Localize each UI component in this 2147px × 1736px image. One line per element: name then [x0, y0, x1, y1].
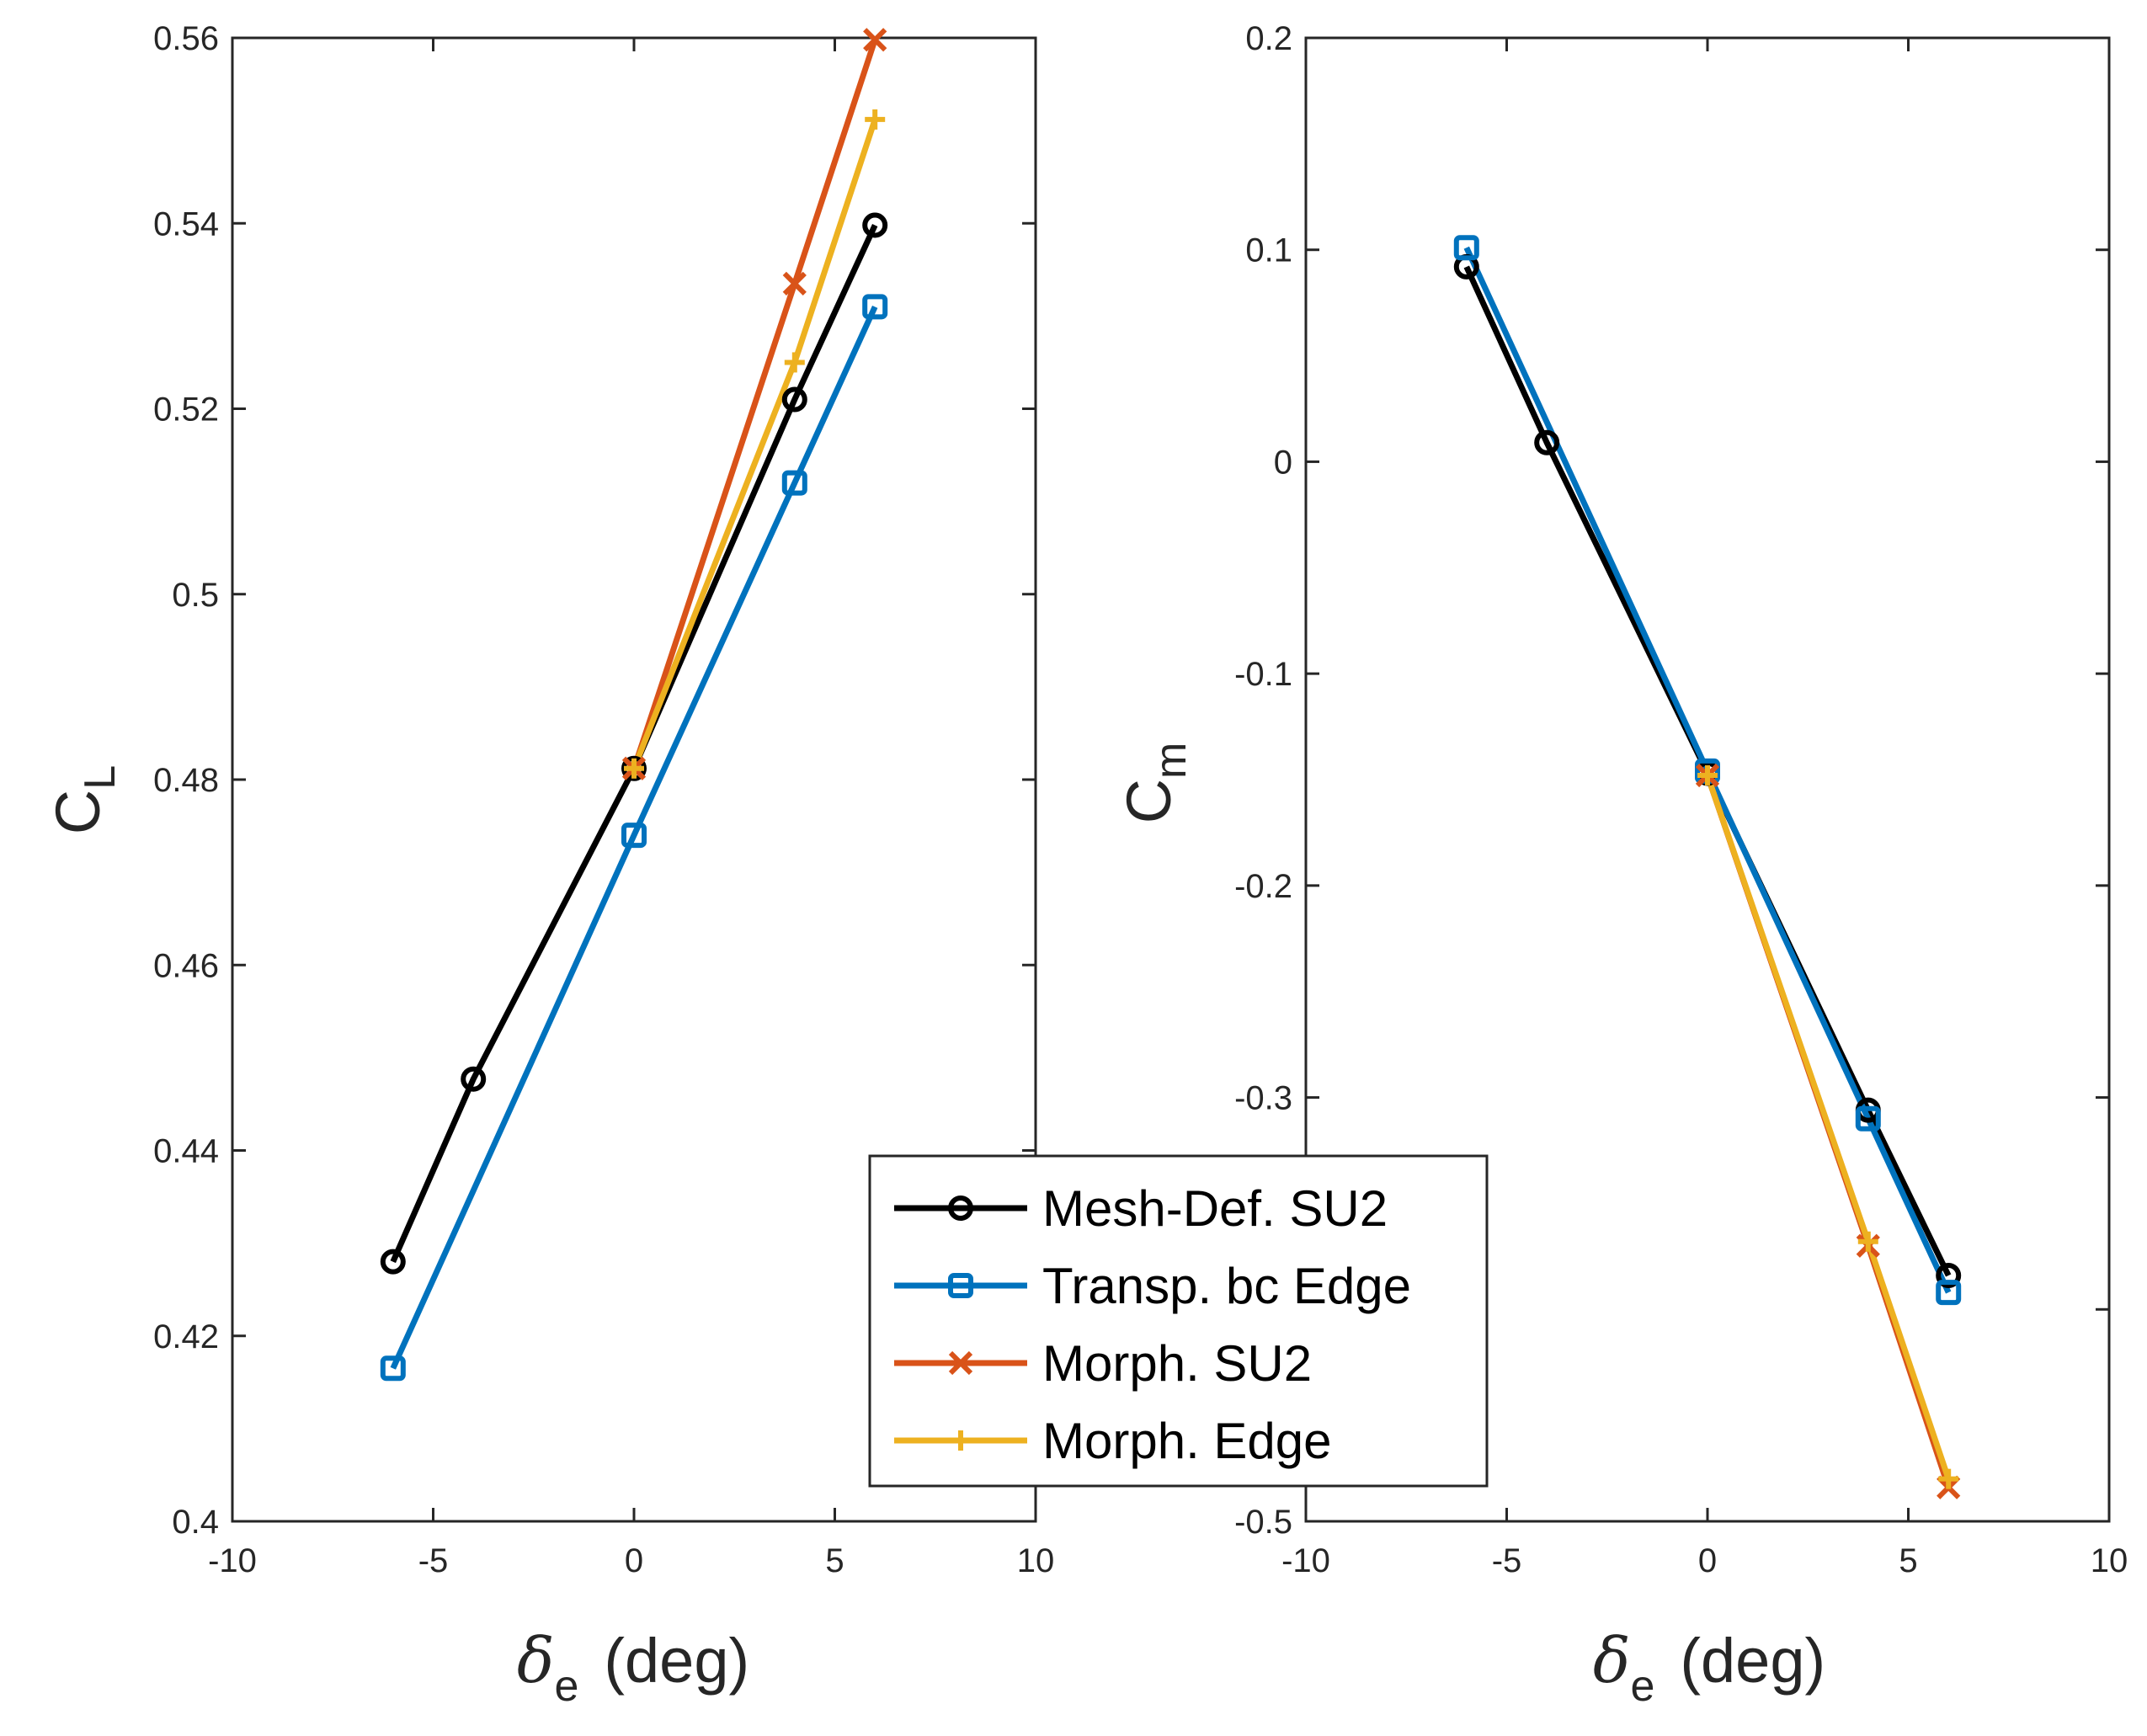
svg-text:δe(deg): δe (deg) — [517, 1625, 749, 1711]
right-x-axis-label: δe (deg) — [1593, 1625, 1825, 1711]
right-data-point-plus — [1857, 1231, 1878, 1252]
left-panel-cl-chart: -10 -5 0 5 10 0.4 0.42 0.44 0.46 0.48 0.5 0.52 0.54 0… — [43, 20, 1054, 1711]
right-xlabel-sub: e — [1630, 1662, 1654, 1711]
right-ytick-label: -0.3 — [1234, 1080, 1292, 1117]
legend-entry: Mesh-Def. SU2 — [894, 1180, 1388, 1237]
right-series-line-transp-bc-edge — [1463, 246, 1952, 1294]
legend-label: Mesh-Def. SU2 — [1042, 1180, 1388, 1237]
left-xtick-label: -5 — [418, 1542, 449, 1579]
right-ytick-label: -0.2 — [1234, 868, 1292, 905]
left-data-point-square — [781, 470, 807, 496]
left-xtick-label: 5 — [825, 1542, 844, 1579]
right-axis-ticks: -10 -5 0 5 10 -0.5 -0.3 -0.2 -0.1 0 0.1 0.2 — [1234, 20, 2128, 1579]
legend-items: Mesh-Def. SU2 Transp. bc Edge Morph. SU2 Mo… — [894, 1180, 1411, 1469]
left-ytick-label: 0.54 — [153, 205, 219, 242]
legend-swatch-marker — [948, 1350, 973, 1376]
right-data-point-square — [1453, 235, 1479, 261]
left-data-point-circle — [380, 1249, 406, 1275]
left-xlabel-symbol: δ — [517, 1625, 555, 1697]
right-data-point-square — [1936, 1280, 1962, 1306]
right-xtick-label: -5 — [1492, 1542, 1522, 1579]
right-ytick-label: -0.5 — [1234, 1504, 1292, 1541]
left-data-point-square — [621, 823, 647, 849]
right-data-point-plus — [1938, 1468, 1959, 1489]
right-xlabel-unit: (deg) — [1680, 1626, 1825, 1696]
right-xtick-label: 10 — [2091, 1542, 2128, 1579]
right-ylabel-main: C — [1114, 779, 1184, 823]
legend-swatch-marker — [948, 1273, 973, 1298]
legend-swatch-marker — [948, 1195, 973, 1221]
left-data-point-circle — [461, 1066, 487, 1092]
right-ytick-label: 0.2 — [1245, 20, 1292, 57]
right-y-axis-label: Cm — [1114, 743, 1196, 824]
right-data-point-circle — [1936, 1263, 1962, 1289]
left-ytick-label: 0.44 — [153, 1133, 219, 1170]
right-xlabel-symbol: δ — [1593, 1625, 1631, 1697]
left-series-markers — [380, 28, 888, 1382]
left-series-line-transp-bc-edge — [390, 305, 878, 1370]
left-ytick-label: 0.5 — [172, 577, 219, 614]
right-ytick-label: 0 — [1274, 444, 1292, 481]
svg-text:CL: CL — [43, 765, 125, 834]
right-ylabel-sub: m — [1147, 743, 1196, 779]
right-data-point-plus — [1697, 764, 1718, 785]
right-series-markers — [1453, 235, 1962, 1499]
legend-entry: Morph. Edge — [894, 1413, 1332, 1469]
legend-swatch-marker — [951, 1430, 971, 1451]
left-data-point-plus — [865, 109, 886, 130]
left-ylabel-sub: L — [76, 765, 125, 790]
left-axis-ticks: -10 -5 0 5 10 0.4 0.42 0.44 0.46 0.48 0.5 0.52 0.54 0… — [153, 20, 1054, 1579]
right-xtick-label: 0 — [1698, 1542, 1717, 1579]
left-x-axis-label: δe (deg) — [517, 1625, 749, 1711]
left-ytick-label: 0.46 — [153, 947, 219, 984]
left-ytick-label: 0.42 — [153, 1318, 219, 1355]
left-data-point-circle — [781, 386, 807, 413]
left-xtick-label: -10 — [208, 1542, 257, 1579]
left-xlabel-unit: (deg) — [604, 1626, 749, 1696]
left-data-point-circle — [862, 212, 888, 238]
left-data-point-plus — [784, 352, 805, 373]
left-xlabel-sub: e — [554, 1662, 578, 1711]
right-ytick-label: 0.1 — [1245, 232, 1292, 269]
legend-entry: Morph. SU2 — [894, 1335, 1312, 1392]
left-data-point-square — [380, 1355, 406, 1382]
left-data-point-plus — [624, 758, 644, 779]
right-xtick-label: 5 — [1899, 1542, 1917, 1579]
right-ytick-label: -0.1 — [1234, 656, 1292, 693]
left-ytick-label: 0.52 — [153, 391, 219, 429]
left-data-point-x — [782, 271, 807, 296]
right-panel-cm-chart: -10 -5 0 5 10 -0.5 -0.3 -0.2 -0.1 0 0.1 0.2 Cm δe (d… — [1114, 20, 2128, 1711]
legend-label: Morph. SU2 — [1042, 1335, 1312, 1392]
left-data-point-x — [863, 28, 887, 52]
legend: Mesh-Def. SU2 Transp. bc Edge Morph. SU2 Mo… — [868, 1154, 1489, 1488]
left-ytick-label: 0.56 — [153, 20, 219, 57]
left-ytick-label: 0.4 — [172, 1504, 219, 1541]
right-xtick-label: -10 — [1281, 1542, 1330, 1579]
legend-label: Transp. bc Edge — [1042, 1258, 1411, 1314]
svg-text:δe(deg): δe (deg) — [1593, 1625, 1825, 1711]
right-data-point-square — [1855, 1105, 1881, 1132]
legend-label: Morph. Edge — [1042, 1413, 1332, 1469]
left-xtick-label: 10 — [1017, 1542, 1055, 1579]
legend-entry: Transp. bc Edge — [894, 1258, 1411, 1314]
right-data-point-circle — [1534, 429, 1560, 455]
left-data-point-square — [862, 294, 888, 320]
left-ylabel-main: C — [43, 790, 113, 834]
left-xtick-label: 0 — [625, 1542, 643, 1579]
svg-text:Cm: Cm — [1114, 743, 1196, 824]
left-ytick-label: 0.48 — [153, 762, 219, 799]
left-y-axis-label: CL — [43, 765, 125, 834]
